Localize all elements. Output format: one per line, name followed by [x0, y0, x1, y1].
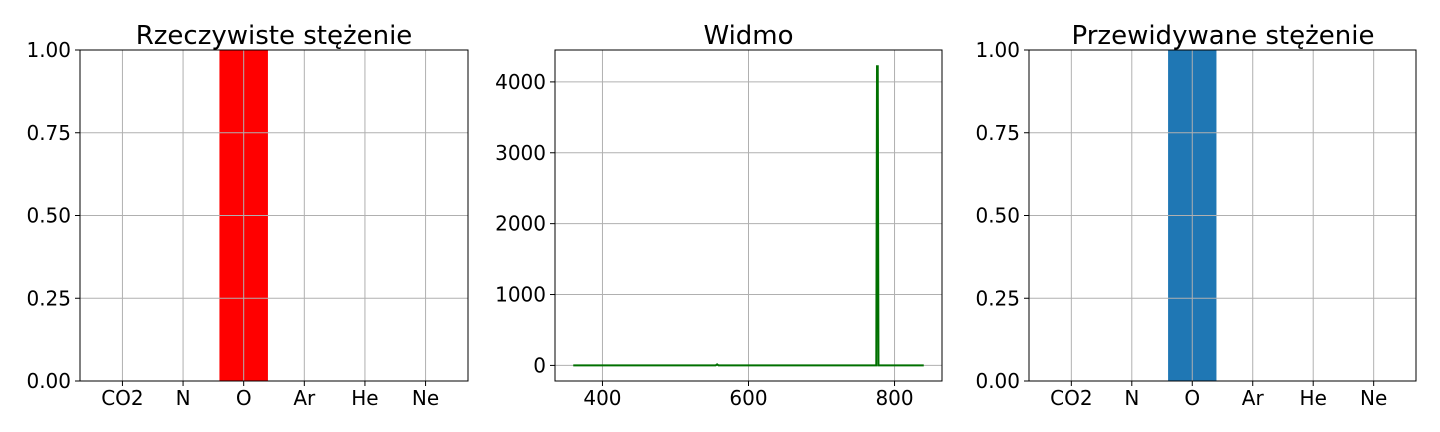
x-tick-label: He: [351, 386, 378, 410]
x-tick-label: He: [1300, 386, 1327, 410]
spectrum-series-line: [573, 65, 924, 367]
y-tick-label: 0.75: [975, 121, 1020, 145]
y-tick-label: 0.00: [975, 369, 1020, 393]
x-tick-label: CO2: [101, 386, 143, 410]
chart-title: Rzeczywiste stężenie: [136, 21, 413, 51]
y-tick-label: 1.00: [26, 38, 71, 62]
x-tick-label: Ar: [293, 386, 316, 410]
chart-spectrum: 400 600 800 0 1000 2000 3000 4000 Widmo: [495, 21, 943, 410]
y-tick-label: 2000: [495, 212, 546, 236]
chart-title: Przewidywane stężenie: [1072, 21, 1375, 51]
y-tick-label: 3000: [495, 141, 546, 165]
y-tick-label: 4000: [495, 70, 546, 94]
x-tick-label: N: [1124, 386, 1139, 410]
x-tick-label: O: [1184, 386, 1200, 410]
x-tick-label: Ne: [1360, 386, 1387, 410]
axes-frame: [79, 49, 469, 382]
y-tick-label: 0.50: [26, 204, 71, 228]
x-tick-label: Ne: [412, 386, 439, 410]
chart-predicted-concentration: CO2 N O Ar He Ne 0.00 0.25 0.50 0.75 1.00 Przewidyw…: [975, 21, 1417, 410]
x-tick-label: CO2: [1050, 386, 1092, 410]
chart-title: Widmo: [703, 21, 793, 51]
y-tick-label: 0.25: [975, 286, 1020, 310]
y-tick-label: 1.00: [975, 38, 1020, 62]
chart-real-concentration: CO2 N O Ar He Ne 0.00 0.25 0.50 0.75 1.00 Rzeczywis…: [26, 21, 469, 410]
x-tick-label: Ar: [1242, 386, 1265, 410]
y-tick-label: 0.00: [26, 369, 71, 393]
x-tick-label: 800: [875, 386, 913, 410]
x-tick-label: 400: [583, 386, 621, 410]
x-tick-label: N: [176, 386, 191, 410]
y-tick-label: 0: [533, 353, 546, 377]
y-tick-label: 0.25: [26, 286, 71, 310]
y-tick-label: 0.50: [975, 204, 1020, 228]
x-tick-label: O: [236, 386, 252, 410]
x-tick-label: 600: [729, 386, 767, 410]
y-tick-label: 0.75: [26, 121, 71, 145]
y-tick-label: 1000: [495, 283, 546, 307]
axes-frame: [1028, 49, 1417, 382]
axes-frame: [554, 49, 943, 382]
